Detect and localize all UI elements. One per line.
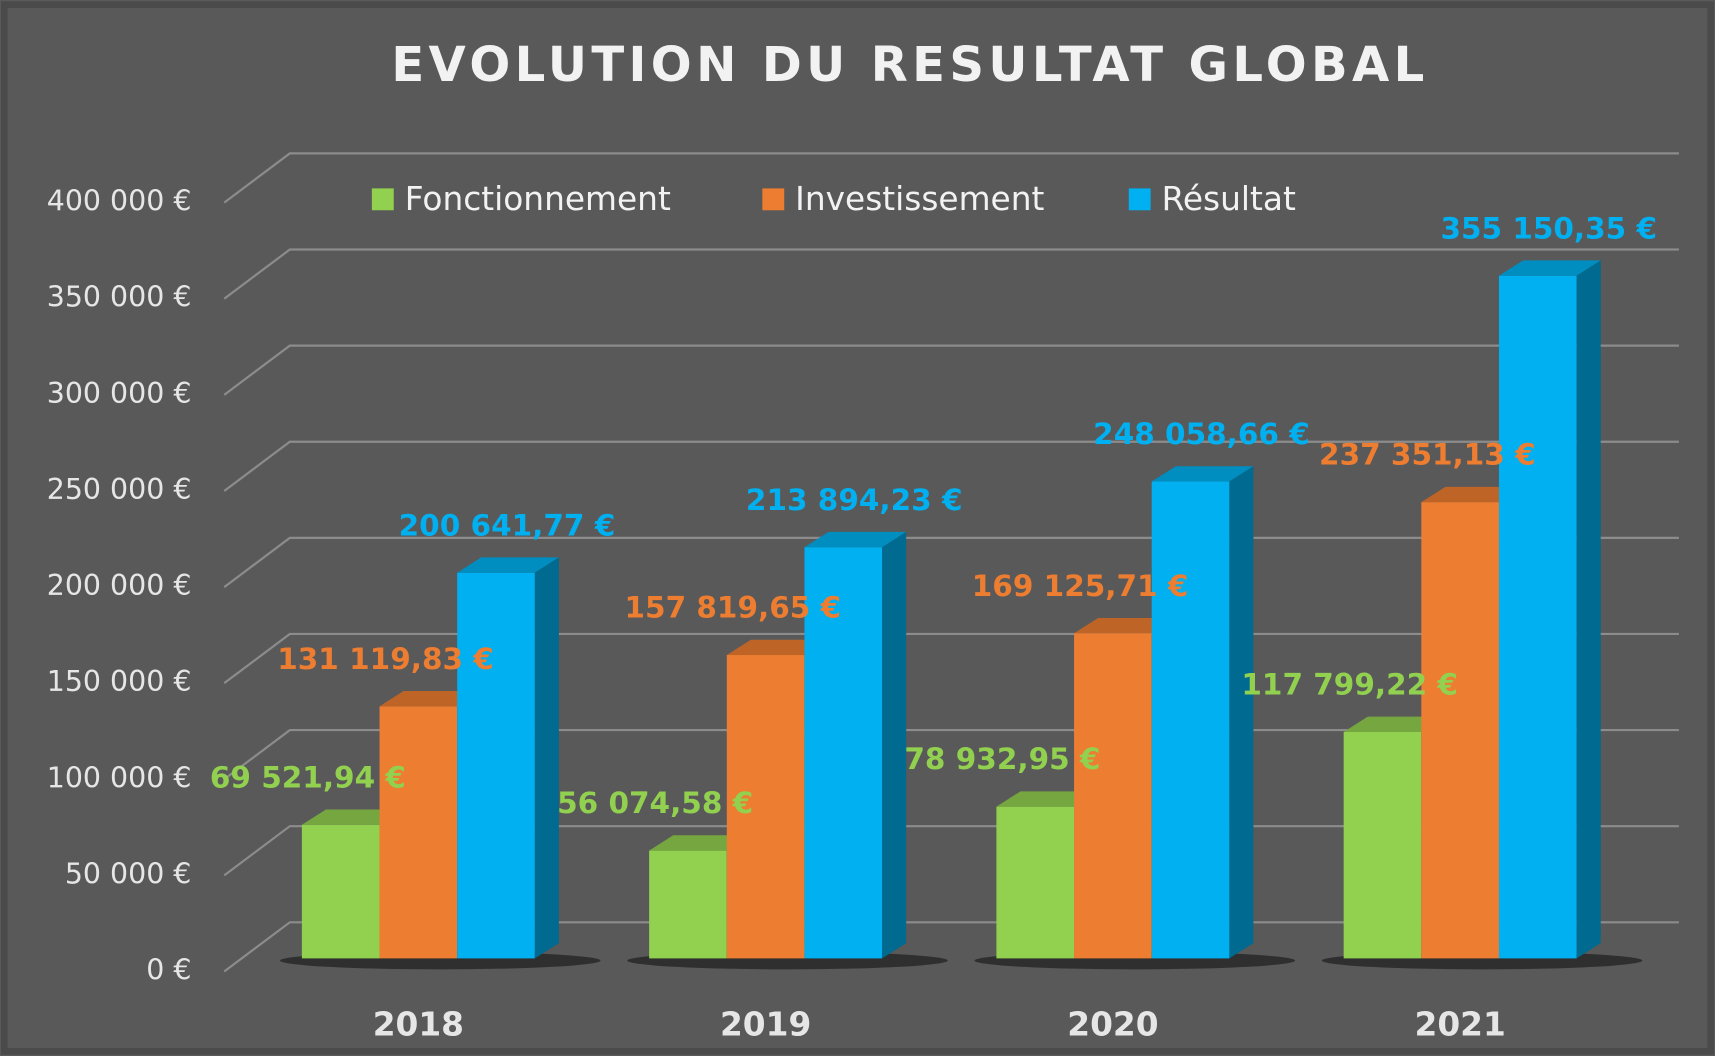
- value-label: 200 641,77 €: [399, 508, 616, 542]
- bar-front: [457, 573, 535, 959]
- x-tick-label: 2021: [1415, 1006, 1506, 1044]
- y-tick-label: 150 000 €: [47, 665, 192, 698]
- value-label: 117 799,22 €: [1241, 668, 1458, 702]
- bar-front: [1421, 502, 1499, 958]
- y-tick-label: 50 000 €: [65, 857, 192, 890]
- value-label: 169 125,71 €: [972, 569, 1189, 603]
- value-label: 237 351,13 €: [1319, 438, 1536, 472]
- bar-front: [1074, 633, 1152, 958]
- y-tick-label: 350 000 €: [47, 281, 192, 314]
- legend-swatch: [372, 188, 394, 210]
- y-tick-label: 200 000 €: [47, 569, 192, 602]
- bar: [1152, 466, 1254, 958]
- bar-front: [649, 851, 727, 959]
- legend-label: Fonctionnement: [405, 180, 671, 218]
- value-label: 69 521,94 €: [210, 760, 406, 794]
- bar-side: [1577, 260, 1601, 958]
- value-label: 78 932,95 €: [904, 742, 1100, 776]
- bar-front: [380, 706, 458, 958]
- legend-swatch: [1129, 188, 1151, 210]
- value-label: 213 894,23 €: [746, 483, 963, 517]
- legend-swatch: [762, 188, 784, 210]
- bar-front: [1152, 482, 1230, 959]
- y-tick-label: 400 000 €: [47, 185, 192, 218]
- bar: [1499, 260, 1601, 958]
- bar-front: [1344, 732, 1422, 958]
- value-label: 355 150,35 €: [1440, 211, 1657, 245]
- bar-front: [996, 807, 1074, 959]
- chart-title: EVOLUTION DU RESULTAT GLOBAL: [391, 37, 1428, 93]
- y-tick-label: 100 000 €: [47, 761, 192, 794]
- bar-side: [1229, 466, 1253, 958]
- value-label: 56 074,58 €: [557, 786, 753, 820]
- bar-side: [535, 557, 559, 958]
- x-tick-label: 2019: [720, 1006, 811, 1044]
- y-tick-label: 250 000 €: [47, 473, 192, 506]
- y-tick-label: 0 €: [146, 954, 191, 987]
- x-tick-label: 2020: [1067, 1006, 1158, 1044]
- legend-label: Investissement: [795, 180, 1044, 218]
- bar: [457, 557, 559, 958]
- y-tick-label: 300 000 €: [47, 377, 192, 410]
- legend-label: Résultat: [1162, 180, 1296, 218]
- page: EVOLUTION DU RESULTAT GLOBAL 0 € 50 000 €…: [0, 0, 1715, 1056]
- value-label: 131 119,83 €: [277, 642, 494, 676]
- bar-front: [1499, 276, 1577, 959]
- x-tick-label: 2018: [373, 1006, 464, 1044]
- value-label: 157 819,65 €: [625, 591, 842, 625]
- bar-front: [302, 825, 380, 959]
- value-label: 248 058,66 €: [1093, 417, 1310, 451]
- chart: EVOLUTION DU RESULTAT GLOBAL 0 € 50 000 €…: [0, 0, 1715, 1056]
- bar-side: [882, 532, 906, 958]
